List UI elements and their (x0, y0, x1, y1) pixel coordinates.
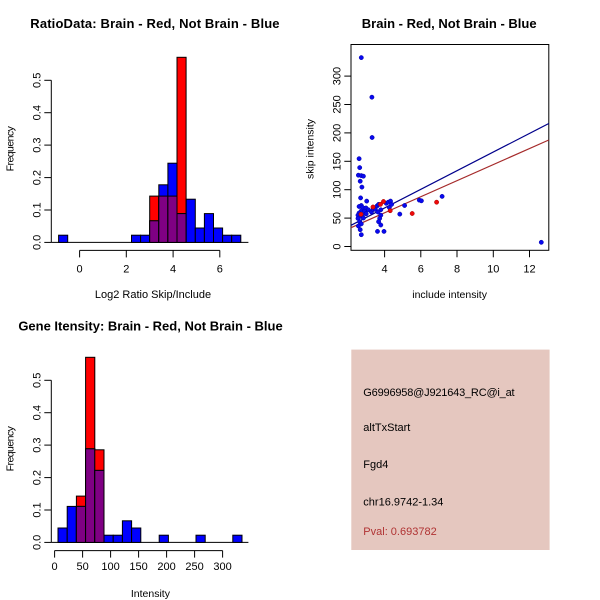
svg-text:0.5: 0.5 (31, 373, 43, 388)
svg-text:0.1: 0.1 (31, 502, 43, 517)
svg-text:0.1: 0.1 (31, 202, 43, 217)
svg-text:Brain - Red, Not Brain - Blue: Brain - Red, Not Brain - Blue (362, 16, 537, 31)
svg-text:0.4: 0.4 (31, 405, 43, 420)
svg-text:4: 4 (382, 264, 388, 276)
svg-text:300: 300 (331, 67, 343, 85)
svg-text:300: 300 (213, 561, 231, 573)
svg-text:0: 0 (52, 561, 58, 573)
svg-text:0.5: 0.5 (31, 73, 43, 88)
svg-text:0.2: 0.2 (31, 170, 43, 185)
svg-text:include intensity: include intensity (412, 289, 487, 301)
svg-text:skip intensity: skip intensity (305, 118, 317, 179)
svg-text:0: 0 (331, 243, 343, 249)
svg-text:0.4: 0.4 (31, 105, 43, 120)
svg-text:altTxStart: altTxStart (363, 422, 410, 434)
svg-text:6: 6 (217, 264, 223, 276)
svg-text:Log2 Ratio Skip/Include: Log2 Ratio Skip/Include (95, 289, 211, 301)
svg-text:250: 250 (331, 95, 343, 113)
svg-text:50: 50 (331, 212, 343, 224)
svg-text:G6996958@J921643_RC@i_at: G6996958@J921643_RC@i_at (363, 387, 514, 399)
svg-text:chr16.9742-1.34: chr16.9742-1.34 (363, 497, 443, 509)
svg-text:4: 4 (170, 264, 176, 276)
svg-text:0.2: 0.2 (31, 470, 43, 485)
svg-text:10: 10 (487, 264, 499, 276)
svg-text:0.3: 0.3 (31, 137, 43, 152)
svg-text:200: 200 (331, 124, 343, 142)
svg-text:0: 0 (77, 264, 83, 276)
svg-text:150: 150 (129, 561, 147, 573)
svg-text:250: 250 (185, 561, 203, 573)
svg-text:6: 6 (418, 264, 424, 276)
svg-text:Frequency: Frequency (5, 125, 17, 171)
svg-text:100: 100 (331, 181, 343, 199)
svg-text:0.0: 0.0 (31, 535, 43, 550)
svg-text:Gene Itensity: Brain - Red, No: Gene Itensity: Brain - Red, Not Brain - … (18, 319, 282, 334)
svg-text:0.0: 0.0 (31, 235, 43, 250)
svg-text:Fgd4: Fgd4 (363, 459, 388, 471)
svg-text:12: 12 (523, 264, 535, 276)
svg-text:200: 200 (157, 561, 175, 573)
svg-text:Pval: 0.693782: Pval: 0.693782 (363, 526, 436, 538)
svg-text:0.3: 0.3 (31, 437, 43, 452)
svg-text:RatioData: Brain - Red, Not Br: RatioData: Brain - Red, Not Brain - Blue (30, 16, 279, 31)
svg-text:50: 50 (76, 561, 88, 573)
svg-text:Intensity: Intensity (131, 588, 171, 600)
svg-text:2: 2 (123, 264, 129, 276)
svg-text:Frequency: Frequency (5, 425, 17, 471)
svg-text:100: 100 (101, 561, 119, 573)
svg-text:8: 8 (454, 264, 460, 276)
svg-text:150: 150 (331, 152, 343, 170)
